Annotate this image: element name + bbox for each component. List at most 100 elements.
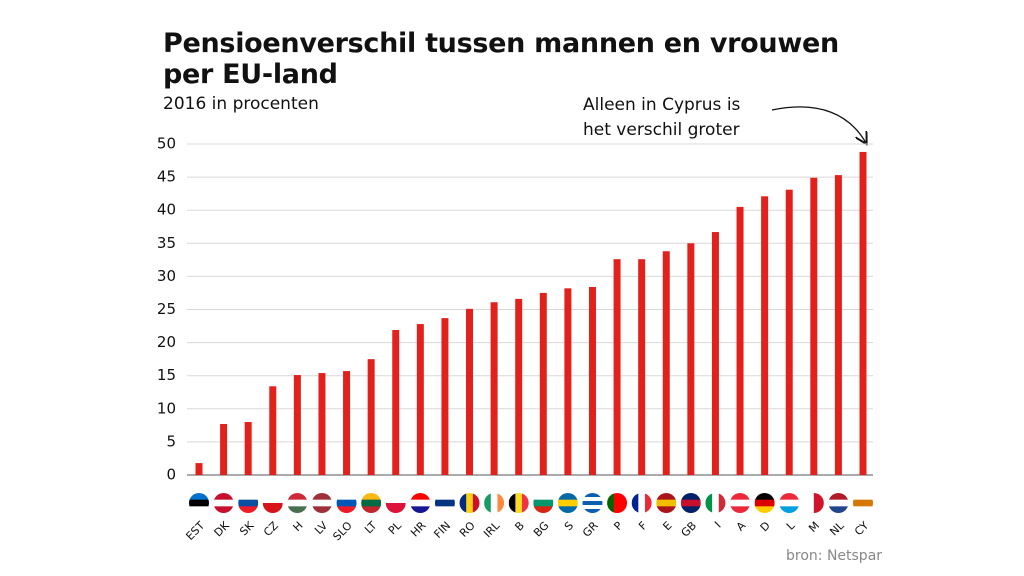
flag-stripe: [828, 493, 849, 501]
flag: [484, 493, 505, 513]
bar: [392, 330, 400, 475]
x-tick-label: LT: [362, 519, 379, 536]
flag: [459, 493, 480, 513]
x-tick-label: SK: [237, 518, 257, 538]
bar: [539, 292, 547, 475]
flag-stripe: [730, 499, 751, 507]
y-tick-label: 5: [166, 432, 176, 450]
y-tick-label: 45: [157, 168, 176, 186]
y-tick-label: 30: [157, 267, 176, 285]
flag: [361, 493, 382, 513]
flag-stripe: [522, 493, 529, 513]
bar: [834, 175, 842, 475]
flag-stripe: [311, 506, 332, 513]
bar: [441, 318, 449, 475]
bar: [515, 298, 523, 475]
flag: [705, 493, 726, 513]
x-tick-label: M: [806, 519, 822, 535]
bar: [293, 375, 301, 475]
x-tick-label: B: [512, 519, 527, 534]
x-tick-label: D: [758, 519, 773, 534]
flag-stripe: [497, 493, 505, 513]
flag-stripe: [472, 493, 480, 513]
flag-stripe: [620, 493, 628, 513]
flag: [238, 493, 259, 513]
x-tick-label: BG: [531, 519, 551, 539]
x-tick-label: DK: [212, 518, 233, 539]
flag: [631, 493, 652, 513]
bar: [785, 189, 793, 476]
x-tick-label: IRL: [481, 518, 503, 540]
bar: [343, 371, 351, 475]
flag-stripe: [582, 493, 603, 498]
flag: [213, 493, 234, 513]
flag-stripe: [361, 506, 382, 513]
flag-stripe: [385, 503, 406, 513]
x-tick-label: I: [712, 519, 723, 530]
y-tick-label: 25: [157, 300, 176, 318]
flag-stripe: [754, 493, 775, 501]
flag-stripe: [515, 493, 523, 513]
flag-stripe: [853, 506, 873, 513]
flag-stripe: [779, 499, 800, 507]
flag-stripe: [213, 493, 234, 501]
y-tick-label: 20: [157, 333, 176, 351]
flag-stripe: [754, 506, 775, 513]
flag-stripe: [828, 499, 849, 507]
flag-stripe: [853, 499, 873, 507]
flag: [311, 493, 332, 513]
flag: [336, 493, 357, 513]
flag-stripe: [813, 493, 824, 513]
flag-stripe: [730, 506, 751, 513]
bar: [736, 206, 744, 475]
flag-stripe: [557, 506, 578, 513]
flag: [508, 493, 529, 513]
flag-stripe: [533, 493, 554, 501]
flag: [385, 493, 406, 513]
flag-stripe: [311, 493, 332, 501]
flag-stripe: [434, 506, 455, 513]
x-tick-label: H: [291, 519, 306, 534]
bar: [638, 259, 646, 475]
flag: [582, 493, 603, 513]
flag-stripe: [582, 501, 603, 506]
x-tick-label: P: [611, 519, 625, 533]
y-tick-label: 15: [157, 366, 176, 384]
flag-stripe: [434, 493, 455, 501]
flag-stripe: [459, 493, 467, 513]
x-tick-label: GR: [580, 519, 601, 540]
y-tick-label: 10: [157, 399, 176, 417]
flag-stripe: [189, 493, 209, 501]
flag: [189, 493, 209, 513]
flag-stripe: [680, 506, 701, 513]
x-tick-label: CY: [852, 519, 871, 538]
x-tick-label: LV: [312, 519, 330, 537]
bar: [662, 251, 670, 475]
flag-stripe: [828, 506, 849, 513]
flag: [779, 493, 800, 513]
flag-stripe: [385, 493, 406, 504]
flag-stripe: [213, 506, 234, 513]
x-tick-label: GB: [679, 519, 700, 540]
flag-stripe: [287, 493, 308, 501]
x-tick-label: NL: [827, 518, 847, 538]
flag-stripe: [336, 493, 357, 501]
flag-stripe: [853, 493, 873, 501]
flag-stripe: [656, 506, 677, 513]
bar: [195, 463, 203, 475]
bar: [564, 288, 572, 475]
flag: [287, 493, 308, 513]
flag: [754, 493, 775, 513]
flag-stripe: [336, 506, 357, 513]
flag: [680, 493, 701, 513]
flag-stripe: [779, 493, 800, 501]
bar: [220, 424, 228, 475]
flag: [853, 493, 873, 513]
x-tick-label: EST: [183, 519, 207, 543]
flag-stripe: [490, 493, 498, 513]
x-tick-label: F: [636, 519, 650, 533]
x-tick-label: L: [784, 518, 798, 532]
flag-stripe: [410, 499, 431, 507]
flag-stripe: [582, 497, 603, 502]
flag: [730, 493, 751, 513]
